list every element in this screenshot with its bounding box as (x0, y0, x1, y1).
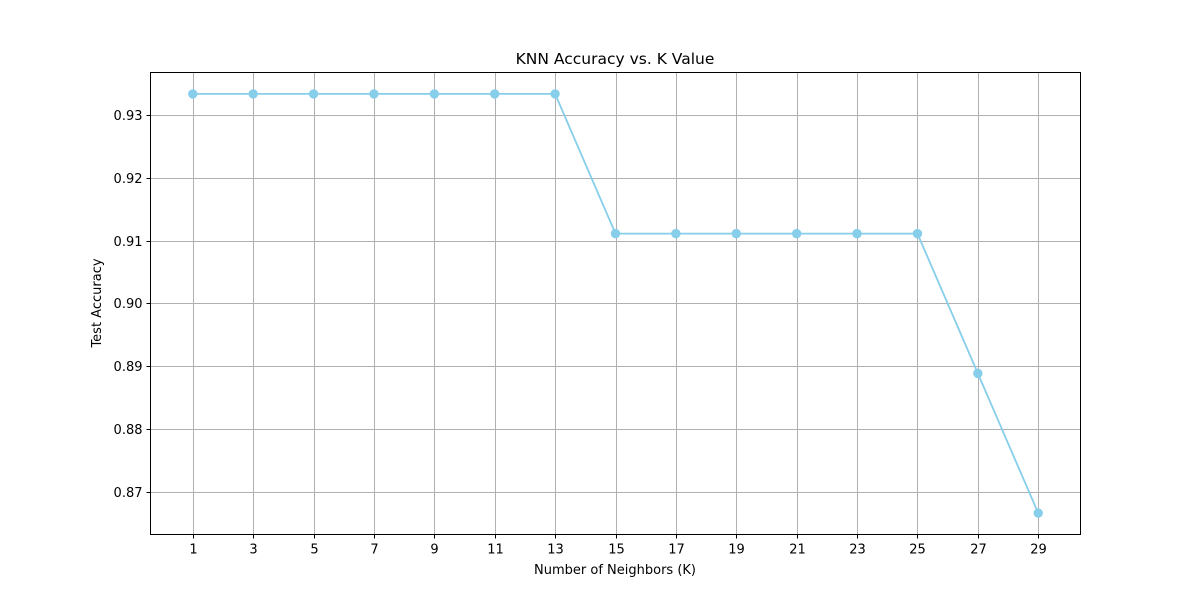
x-tick-label: 17 (668, 543, 685, 558)
x-tick-label: 25 (909, 543, 926, 558)
x-tick-label: 5 (310, 543, 318, 558)
y-tick-label: 0.87 (114, 486, 143, 501)
x-tick-label: 3 (249, 543, 257, 558)
data-point (791, 228, 802, 239)
x-axis-label: Number of Neighbors (K) (534, 563, 696, 578)
y-axis-ticks: 0.87 0.88 0.89 0.90 0.91 0.92 0.93 (114, 109, 151, 501)
x-tick-label: 21 (789, 543, 806, 558)
y-tick-label: 0.88 (114, 423, 143, 438)
x-tick-label: 11 (487, 543, 504, 558)
data-point (912, 228, 923, 239)
data-point (248, 89, 258, 99)
y-axis-label: Test Accuracy (90, 258, 105, 348)
chart-title: KNN Accuracy vs. K Value (516, 50, 715, 68)
data-point (1033, 508, 1043, 518)
x-tick-label: 9 (430, 543, 438, 558)
data-point (369, 89, 379, 99)
x-tick-label: 23 (849, 543, 866, 558)
data-point (550, 89, 560, 99)
grid-lines (150, 72, 1081, 535)
y-tick-label: 0.89 (114, 360, 143, 375)
data-point (731, 228, 741, 239)
y-tick-label: 0.93 (114, 109, 143, 124)
data-point (429, 89, 440, 99)
x-tick-label: 7 (370, 543, 378, 558)
data-point (610, 228, 621, 239)
y-tick-label: 0.90 (114, 297, 143, 312)
x-tick-label: 1 (189, 543, 197, 558)
x-tick-label: 29 (1030, 543, 1047, 558)
y-tick-label: 0.92 (114, 172, 143, 187)
data-point (973, 368, 983, 379)
data-point (671, 228, 681, 239)
data-point (852, 228, 862, 239)
data-point (490, 89, 500, 99)
x-axis-ticks: 1 3 5 7 9 11 13 15 17 19 21 23 25 27 29 (189, 534, 1047, 558)
x-tick-label: 27 (970, 543, 987, 558)
x-tick-label: 13 (547, 543, 564, 558)
x-tick-label: 15 (608, 543, 625, 558)
x-tick-label: 19 (728, 543, 745, 558)
data-point (308, 89, 319, 99)
plot-area-frame (150, 72, 1081, 535)
data-point (188, 89, 198, 99)
y-tick-label: 0.91 (114, 235, 143, 250)
series-accuracy (188, 89, 1043, 518)
